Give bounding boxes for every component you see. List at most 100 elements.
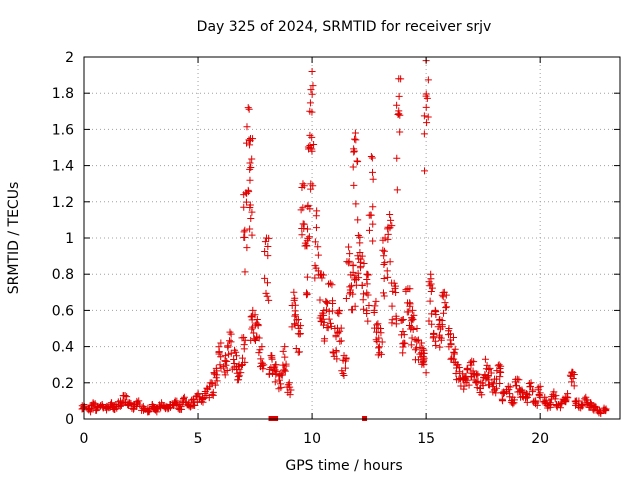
data-point (230, 356, 238, 364)
data-point (425, 278, 433, 286)
data-point (261, 247, 269, 255)
data-point (600, 404, 608, 412)
data-point (379, 289, 387, 297)
data-point (158, 399, 166, 407)
data-point (393, 101, 401, 109)
data-point (369, 168, 377, 176)
data-point (399, 328, 407, 336)
data-point (328, 307, 336, 315)
data-point (582, 393, 590, 401)
data-point (527, 379, 535, 387)
data-point (297, 206, 305, 214)
data-point (242, 198, 250, 206)
data-point (297, 322, 305, 330)
data-point (491, 386, 499, 394)
axis-ticks: 00.20.40.60.811.21.41.61.820 5 10 15 20 (52, 50, 620, 447)
data-point (248, 155, 256, 163)
data-point (346, 250, 354, 258)
data-point (311, 274, 319, 282)
data-point (548, 395, 556, 403)
data-point (509, 400, 517, 408)
data-point (133, 401, 141, 409)
data-point (380, 252, 388, 260)
data-point (413, 325, 421, 332)
y-tick-label: 1.6 (52, 122, 74, 138)
data-point (262, 234, 270, 242)
data-point (350, 181, 358, 189)
data-point (387, 216, 395, 224)
data-point (291, 312, 299, 320)
data-point (463, 364, 471, 372)
data-point (337, 337, 345, 345)
data-point (411, 356, 419, 364)
data-point (372, 328, 380, 336)
data-point (351, 135, 359, 143)
data-point (213, 377, 221, 385)
data-point (483, 361, 491, 369)
data-point (291, 301, 299, 309)
data-point (306, 205, 314, 213)
data-point (441, 299, 449, 307)
data-point (472, 370, 480, 378)
data-point (493, 367, 501, 375)
chart-title: Day 325 of 2024, SRMTID for receiver srj… (197, 19, 492, 35)
data-point (180, 393, 188, 401)
data-point (253, 315, 261, 323)
data-point (365, 226, 373, 234)
data-point (258, 343, 266, 351)
data-point (194, 390, 202, 398)
y-tick-label: 1.8 (52, 86, 74, 102)
data-point (217, 339, 225, 347)
data-point (258, 362, 266, 370)
data-point (290, 296, 298, 304)
data-point (536, 382, 544, 390)
data-point (506, 393, 514, 401)
data-point (240, 233, 248, 241)
data-point (388, 319, 396, 327)
data-point (406, 299, 414, 307)
data-point (333, 355, 341, 363)
data-point (496, 368, 504, 376)
data-point (248, 325, 256, 333)
data-point (314, 251, 322, 259)
data-point (341, 364, 349, 372)
data-point (347, 282, 355, 290)
data-point (241, 268, 249, 276)
data-point (281, 343, 289, 351)
data-point (403, 308, 411, 316)
data-point (336, 337, 344, 345)
data-point (568, 378, 576, 386)
data-point (349, 290, 357, 298)
data-point (369, 203, 377, 211)
data-point (375, 334, 383, 342)
data-point (532, 397, 540, 405)
data-point (367, 153, 375, 161)
data-point (324, 324, 332, 332)
data-point (247, 313, 255, 321)
data-point (378, 338, 386, 346)
data-point (246, 176, 254, 184)
data-point (533, 401, 541, 409)
data-point (265, 296, 273, 304)
data-point (408, 306, 416, 314)
data-point (365, 211, 373, 219)
data-point (355, 274, 363, 282)
data-point (416, 343, 424, 351)
data-point (179, 398, 187, 406)
data-point (550, 388, 558, 396)
data-point (392, 320, 400, 328)
data-point (386, 210, 394, 218)
data-point (420, 130, 428, 138)
data-point (259, 365, 267, 373)
data-point (246, 159, 254, 167)
data-point (477, 379, 485, 387)
data-point (557, 400, 565, 408)
data-point (288, 323, 296, 331)
data-point (277, 380, 285, 388)
data-point (241, 226, 249, 234)
data-point (208, 390, 216, 398)
data-point (363, 307, 371, 315)
data-point (305, 233, 313, 241)
data-point (376, 349, 384, 357)
data-point (390, 279, 398, 287)
